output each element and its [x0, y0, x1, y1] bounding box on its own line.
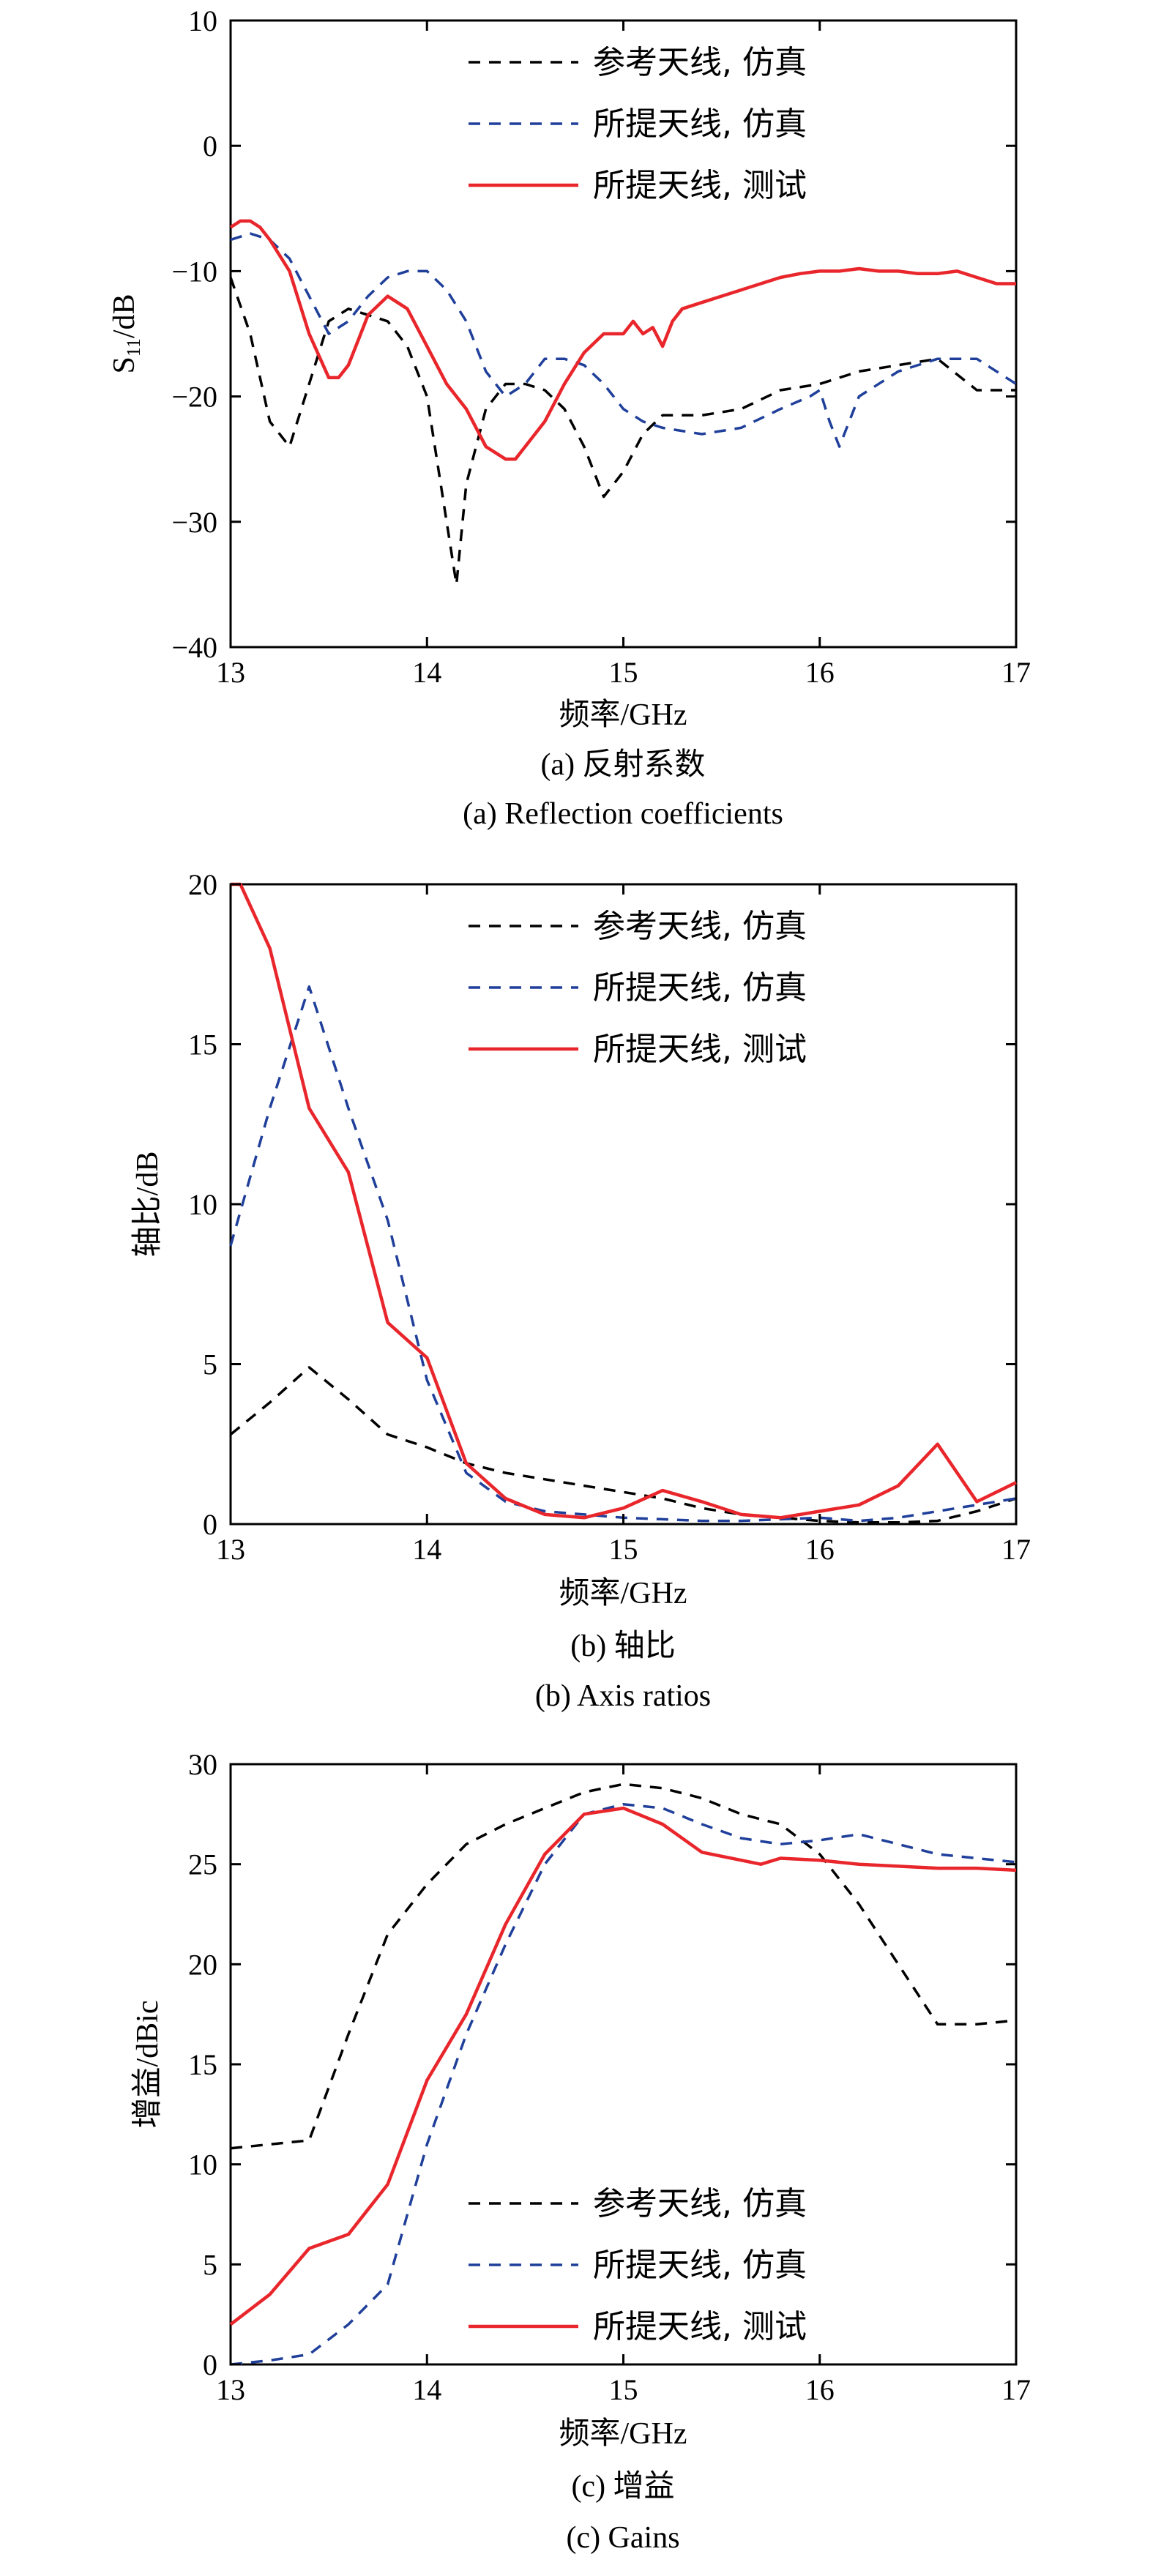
- y-tick-label: 5: [203, 2248, 217, 2281]
- caption-en: (b) Axis ratios: [535, 1679, 711, 1713]
- y-tick-label: 30: [188, 1748, 217, 1781]
- x-tick-label: 14: [412, 1533, 441, 1566]
- x-tick-label: 16: [805, 2373, 835, 2406]
- panel-axis-ratio: 13 14 15 16 17 20 15 10 5 0 频率/GHz (b) 轴比 (b) Axi…: [131, 868, 1031, 1713]
- plot-area: [229, 1782, 1017, 2366]
- x-tick-label: 14: [412, 656, 441, 689]
- x-tick-label: 17: [1001, 1533, 1031, 1566]
- series-line-3: [229, 219, 1016, 461]
- y-tick-label: 0: [203, 1508, 217, 1541]
- y-axis-label-subscript: 11: [123, 338, 144, 356]
- legend-label: 所提天线, 仿真: [593, 969, 807, 1007]
- axis-ticks: 13 14 15 16 17 30 25 20 15 10 5 0: [188, 1748, 1031, 2406]
- y-tick-label: −40: [171, 631, 217, 664]
- y-tick-label: −10: [171, 255, 217, 288]
- axis-ticks: 13 14 15 16 17 10 0 −10 −20 −30 −40: [171, 4, 1031, 689]
- x-axis-label: 频率/GHz: [559, 1576, 687, 1610]
- legend-label: 所提天线, 测试: [593, 1031, 807, 1068]
- caption-en: (a) Reflection coefficients: [463, 797, 783, 831]
- series-line-2: [230, 232, 1017, 448]
- y-axis-label-unit: /dB: [108, 294, 141, 338]
- plot-area: [229, 219, 1017, 586]
- y-axis-label: 增益/dBic: [131, 2001, 165, 2129]
- y-tick-label: 10: [188, 4, 217, 37]
- y-tick-label: 0: [203, 130, 217, 163]
- legend-label: 所提天线, 仿真: [593, 2247, 807, 2284]
- x-tick-label: 16: [805, 1533, 835, 1566]
- series-line-3: [229, 1806, 1017, 2326]
- y-tick-label: 0: [203, 2348, 217, 2381]
- y-axis-label: S11/dB: [108, 294, 144, 373]
- axis-ticks: 13 14 15 16 17 20 15 10 5 0: [188, 868, 1031, 1566]
- x-tick-label: 15: [609, 2373, 638, 2406]
- x-tick-label: 17: [1001, 2373, 1031, 2406]
- x-tick-label: 14: [412, 2373, 441, 2406]
- y-axis-label-main: S: [108, 356, 141, 373]
- x-tick-label: 13: [216, 656, 245, 689]
- y-tick-label: 5: [203, 1348, 217, 1381]
- y-axis-label: 轴比/dB: [131, 1151, 165, 1258]
- x-tick-label: 15: [609, 656, 638, 689]
- legend-label: 所提天线, 仿真: [593, 105, 807, 143]
- series-line-2: [230, 1802, 1017, 2366]
- y-tick-label: 25: [188, 1848, 217, 1881]
- series-line-3: [231, 882, 1017, 1520]
- legend-label: 所提天线, 测试: [593, 2308, 807, 2345]
- y-tick-label: 10: [188, 1188, 217, 1221]
- x-tick-label: 13: [216, 1533, 245, 1566]
- y-tick-label: −30: [171, 506, 217, 539]
- legend-label: 参考天线, 仿真: [593, 44, 807, 81]
- y-tick-label: −20: [171, 381, 217, 414]
- panel-reflection: 13 14 15 16 17 10 0 −10 −20 −30 −40 频率/GHz (a) 反射系…: [108, 4, 1031, 831]
- caption-cn: (a) 反射系数: [540, 748, 705, 782]
- y-tick-label: 15: [188, 1028, 217, 1061]
- panel-gain: 13 14 15 16 17 30 25 20 15 10 5 0 频率/GHz (c) 增益 (c)…: [131, 1748, 1031, 2555]
- caption-en: (c) Gains: [566, 2521, 679, 2555]
- x-tick-label: 16: [805, 656, 835, 689]
- legend-label: 参考天线, 仿真: [593, 908, 807, 945]
- x-axis-label: 频率/GHz: [559, 2416, 687, 2451]
- x-tick-label: 13: [216, 2373, 245, 2406]
- y-tick-label: 10: [188, 2148, 217, 2181]
- legend-label: 所提天线, 测试: [593, 167, 807, 204]
- x-tick-label: 17: [1001, 656, 1031, 689]
- legend-label: 参考天线, 仿真: [593, 2185, 807, 2222]
- x-axis-label: 频率/GHz: [559, 698, 687, 732]
- y-tick-label: 20: [188, 868, 217, 901]
- series-line-1: [230, 1782, 1017, 2150]
- caption-cn: (c) 增益: [571, 2470, 674, 2504]
- caption-cn: (b) 轴比: [570, 1629, 675, 1663]
- series-line-1: [229, 277, 1016, 586]
- y-tick-label: 20: [188, 1948, 217, 1981]
- y-tick-label: 15: [188, 2048, 217, 2081]
- series-line-1: [229, 1366, 1017, 1524]
- x-tick-label: 15: [609, 1533, 638, 1566]
